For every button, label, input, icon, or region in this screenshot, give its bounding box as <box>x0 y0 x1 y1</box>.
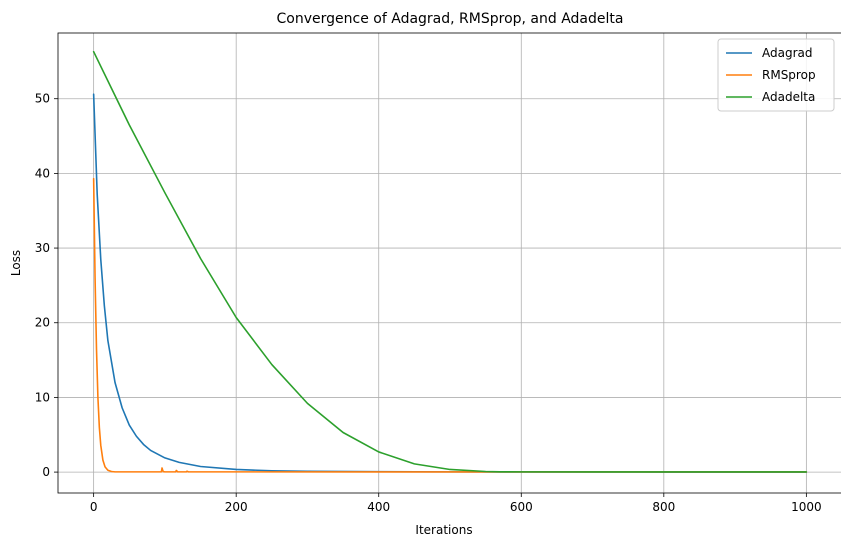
series-lines <box>92 50 808 473</box>
y-tick-label: 30 <box>35 241 50 255</box>
legend-box <box>717 38 835 112</box>
series-line-rmsprop <box>92 177 808 473</box>
legend-label-adagrad: Adagrad <box>762 46 813 60</box>
x-tick-label: 1000 <box>791 500 822 514</box>
y-axis-label: Loss <box>9 250 23 276</box>
x-tick-label: 400 <box>367 500 390 514</box>
y-tick-label: 20 <box>35 316 50 330</box>
x-tick-label: 0 <box>90 500 98 514</box>
legend-label-rmsprop: RMSprop <box>762 68 816 82</box>
x-tick-label: 600 <box>510 500 533 514</box>
y-tick-label: 0 <box>42 465 50 479</box>
legend-label-adadelta: Adadelta <box>762 90 815 104</box>
x-tick-label: 800 <box>652 500 675 514</box>
axis-ticks: 0 200 400 600 800 1000 0 10 20 30 40 50 <box>35 92 822 514</box>
y-tick-label: 50 <box>35 92 50 106</box>
y-tick-label: 10 <box>35 390 50 404</box>
legend: Adagrad RMSprop Adadelta <box>717 38 835 112</box>
chart-title: Convergence of Adagrad, RMSprop, and Ada… <box>277 11 624 27</box>
plot-frame <box>57 32 841 494</box>
y-tick-label: 40 <box>35 166 50 180</box>
x-tick-label: 200 <box>225 500 248 514</box>
x-axis-label: Iterations <box>415 523 472 537</box>
series-line-adadelta <box>92 50 808 473</box>
